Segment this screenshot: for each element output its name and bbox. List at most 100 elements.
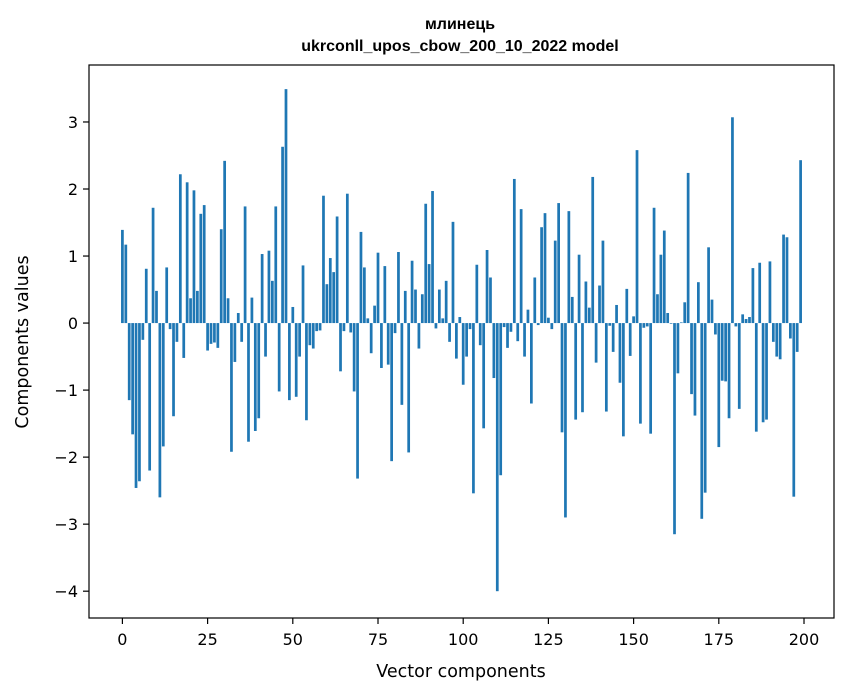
bar [199, 213, 203, 324]
bar [417, 323, 421, 349]
bar [758, 262, 762, 324]
bar [356, 323, 359, 479]
bar [676, 323, 680, 374]
bar [526, 309, 530, 324]
bar [574, 323, 578, 420]
bar [570, 296, 574, 324]
bar [594, 323, 598, 363]
bar [349, 323, 353, 333]
bar [420, 294, 424, 324]
bar [240, 323, 244, 342]
bar [553, 240, 557, 324]
bar [632, 316, 635, 324]
bar [260, 254, 264, 324]
chart-title-line-2: ukrconll_upos_cbow_200_10_2022 model [301, 38, 618, 55]
plot-frame [88, 64, 835, 619]
bar [219, 229, 223, 324]
bar [604, 323, 608, 412]
bar [495, 323, 499, 592]
bar [397, 252, 400, 324]
y-tick-label: −4 [54, 582, 78, 601]
bar [216, 323, 220, 348]
bar [138, 323, 141, 482]
bar [662, 230, 666, 324]
bar [557, 203, 560, 324]
bar [373, 305, 376, 324]
bar [652, 207, 656, 324]
bar [363, 267, 366, 324]
bar [233, 323, 237, 362]
bar [679, 322, 683, 324]
bar [274, 206, 278, 324]
bar [523, 323, 526, 357]
bar [189, 298, 192, 324]
bar [339, 323, 342, 372]
bar [277, 323, 281, 392]
bar [342, 323, 346, 332]
bar [618, 323, 622, 383]
bar [564, 323, 567, 518]
bar [127, 323, 131, 401]
bar [659, 254, 663, 324]
bar [328, 258, 332, 324]
bar [771, 323, 775, 342]
bar [608, 323, 612, 326]
bar [717, 323, 721, 448]
bar [168, 323, 172, 330]
y-tick-label: −1 [54, 381, 78, 400]
bar [376, 252, 380, 324]
bar [424, 203, 428, 324]
x-tick-label: 200 [789, 630, 820, 649]
bar [598, 285, 601, 324]
bar [226, 298, 230, 324]
bar [761, 323, 765, 423]
bar [305, 323, 308, 421]
bar [455, 323, 458, 359]
y-axis-label: Components values [13, 255, 33, 428]
bar [230, 323, 233, 452]
bar [710, 299, 714, 324]
bar [533, 277, 537, 324]
bar [236, 313, 240, 324]
bar [458, 317, 462, 324]
bar [778, 323, 782, 360]
bar [284, 89, 288, 324]
bar [649, 323, 653, 434]
bar [414, 289, 417, 324]
bar [587, 307, 591, 324]
bar [301, 265, 305, 324]
bar [172, 323, 175, 417]
bar [509, 323, 513, 332]
bar [611, 323, 615, 352]
bar [148, 323, 152, 471]
bar [444, 280, 448, 324]
bar [656, 294, 659, 324]
bar [720, 323, 724, 381]
y-tick-label: −3 [54, 515, 78, 534]
bar [577, 254, 581, 324]
bar [741, 314, 745, 324]
x-tick-label: 0 [117, 630, 127, 649]
bar [158, 323, 162, 498]
bar [666, 313, 670, 324]
bar [202, 205, 206, 324]
bar [628, 323, 632, 356]
bar [345, 193, 349, 324]
x-tick-label: 50 [283, 630, 303, 649]
bar [369, 323, 373, 354]
bar [792, 323, 796, 497]
bar [560, 323, 564, 433]
bar [264, 323, 267, 357]
bar [591, 176, 595, 324]
bar-series [121, 89, 802, 592]
bar [431, 191, 434, 324]
bar [465, 323, 468, 357]
bar [690, 323, 693, 395]
x-tick-label: 125 [533, 630, 564, 649]
bar [134, 323, 138, 488]
bar [288, 323, 291, 401]
bar [352, 323, 356, 392]
y-tick-label: 1 [68, 247, 78, 266]
bar [366, 318, 370, 324]
